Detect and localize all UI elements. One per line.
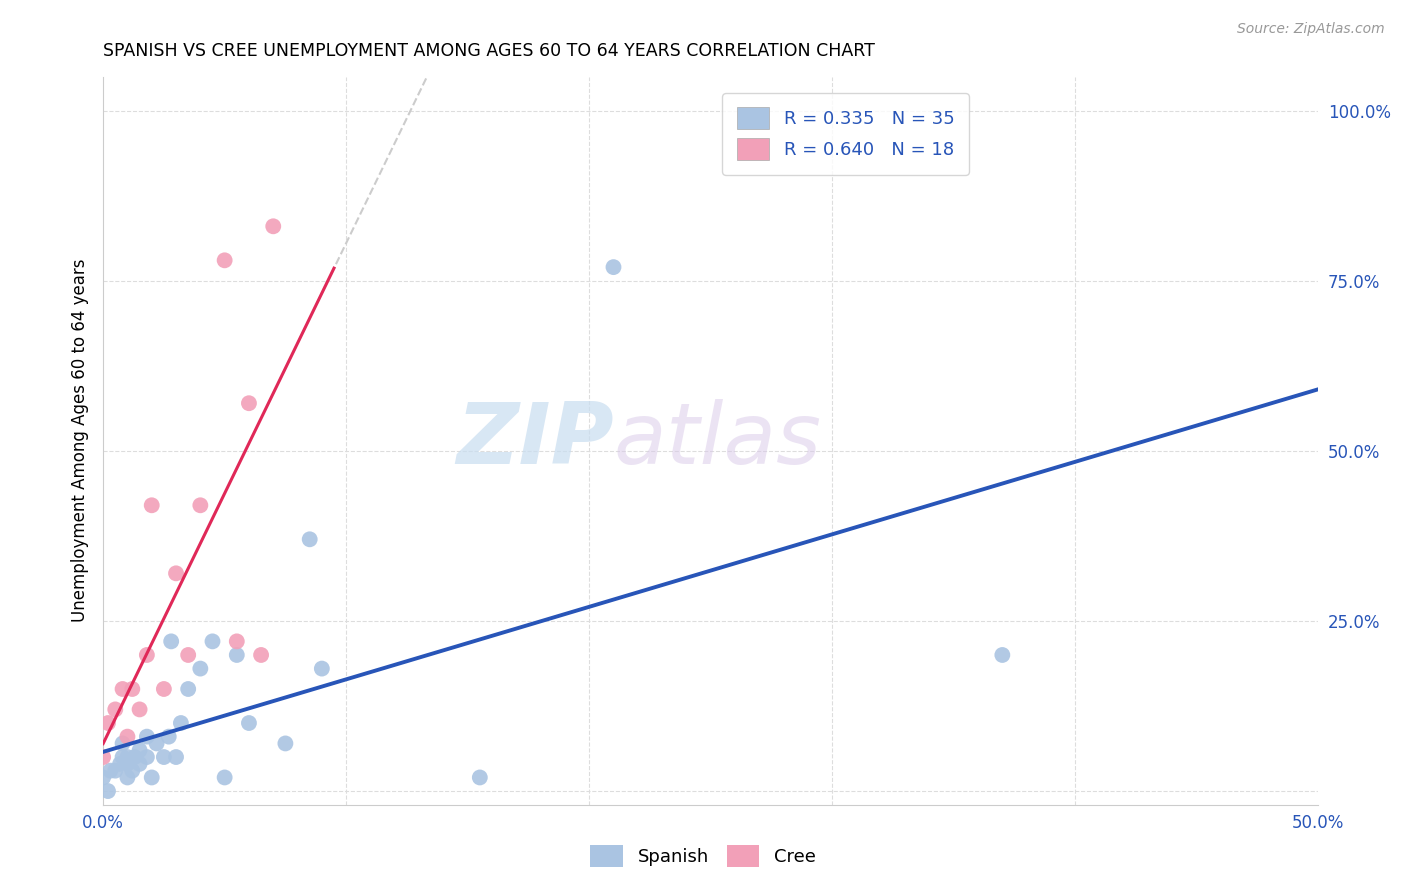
Point [177, 681, 200, 696]
Point [128, 743, 150, 757]
Point [188, 662, 211, 676]
Text: atlas: atlas [613, 399, 821, 483]
Point [111, 681, 134, 696]
Point [225, 648, 247, 662]
Point [91, 771, 114, 785]
Point [104, 702, 127, 716]
Point [117, 750, 139, 764]
Point [104, 764, 127, 778]
Point [250, 648, 273, 662]
Point [311, 662, 333, 676]
Point [468, 771, 491, 785]
Point [117, 730, 139, 744]
Point [111, 750, 134, 764]
Point [262, 219, 284, 234]
Point [225, 634, 247, 648]
Point [135, 750, 157, 764]
Point [128, 756, 150, 771]
Point [97, 716, 120, 731]
Text: ZIP: ZIP [456, 399, 613, 483]
Point [141, 771, 163, 785]
Point [121, 764, 143, 778]
Point [602, 260, 624, 274]
Legend: Spanish, Cree: Spanish, Cree [583, 838, 823, 874]
Point [135, 648, 157, 662]
Point [117, 771, 139, 785]
Point [153, 750, 176, 764]
Point [238, 396, 260, 410]
Point [165, 750, 187, 764]
Point [157, 730, 180, 744]
Point [201, 634, 224, 648]
Point [177, 648, 200, 662]
Point [214, 771, 236, 785]
Point [165, 566, 187, 581]
Point [135, 730, 157, 744]
Point [214, 253, 236, 268]
Point [111, 736, 134, 750]
Text: Source: ZipAtlas.com: Source: ZipAtlas.com [1237, 22, 1385, 37]
Point [238, 716, 260, 731]
Point [100, 764, 122, 778]
Point [274, 736, 297, 750]
Point [128, 702, 150, 716]
Point [160, 634, 183, 648]
Point [91, 750, 114, 764]
Point [121, 681, 143, 696]
Point [108, 756, 131, 771]
Point [117, 756, 139, 771]
Point [145, 736, 167, 750]
Legend: R = 0.335   N = 35, R = 0.640   N = 18: R = 0.335 N = 35, R = 0.640 N = 18 [723, 93, 969, 175]
Point [97, 784, 120, 798]
Y-axis label: Unemployment Among Ages 60 to 64 years: Unemployment Among Ages 60 to 64 years [72, 259, 89, 623]
Text: SPANISH VS CREE UNEMPLOYMENT AMONG AGES 60 TO 64 YEARS CORRELATION CHART: SPANISH VS CREE UNEMPLOYMENT AMONG AGES … [103, 42, 875, 60]
Point [153, 681, 176, 696]
Point [298, 533, 321, 547]
Point [124, 750, 146, 764]
Point [141, 498, 163, 512]
Point [170, 716, 193, 731]
Point [991, 648, 1014, 662]
Point [188, 498, 211, 512]
